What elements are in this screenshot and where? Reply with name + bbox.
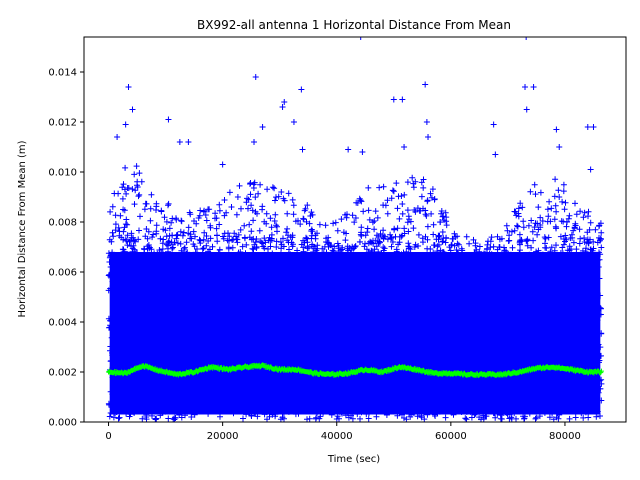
plot-area: [105, 37, 605, 422]
series-green-markers: [106, 362, 604, 378]
y-tick-label: 0.014: [48, 68, 77, 79]
outlier-point: [290, 119, 297, 125]
outlier-point: [425, 134, 432, 140]
x-tick-label: 60000: [435, 431, 467, 442]
outlier-point: [259, 124, 266, 130]
x-axis: 0 20000 40000 60000 80000: [105, 422, 581, 442]
outlier-point: [299, 146, 306, 153]
outlier-point: [401, 144, 408, 150]
y-tick-label: 0.012: [48, 118, 77, 129]
x-axis-label: Time (sec): [327, 454, 380, 465]
y-tick-label: 0.006: [48, 268, 77, 279]
outlier-point: [185, 139, 192, 145]
outlier-point: [298, 86, 305, 93]
x-tick-label: 0: [105, 431, 111, 442]
y-tick-label: 0.010: [48, 168, 77, 179]
outlier-point: [129, 106, 136, 113]
outlier-point: [114, 134, 121, 140]
outlier-point: [125, 84, 132, 90]
series-horizontal-distance: [105, 37, 605, 422]
y-axis-label: Horizontal Distance From Mean (m): [17, 140, 28, 317]
y-tick-label: 0.004: [48, 318, 77, 329]
outlier-point: [587, 166, 594, 173]
plot-frame: [83, 36, 627, 423]
outlier-point: [399, 96, 406, 103]
outlier-point: [359, 149, 366, 155]
y-axis: 0.000 0.002 0.004 0.006 0.008 0.010 0.012 0.014: [48, 68, 84, 429]
outlier-point: [523, 37, 530, 40]
dense-core: [109, 252, 601, 415]
outlier-point: [556, 144, 563, 150]
y-tick-label: 0.002: [48, 368, 77, 379]
outlier-point: [357, 37, 364, 40]
x-tick-label: 80000: [549, 431, 581, 442]
y-tick-label: 0.000: [48, 418, 77, 429]
y-tick-label: 0.008: [48, 218, 77, 229]
outlier-point: [490, 121, 497, 128]
outlier-point: [423, 119, 430, 125]
outlier-point: [523, 106, 530, 113]
outlier-point: [584, 124, 591, 130]
outlier-point: [492, 151, 499, 158]
outlier-point: [165, 116, 172, 123]
chart-title: BX992-all antenna 1 Horizontal Distance …: [197, 18, 511, 32]
outlier-point: [345, 146, 352, 153]
outlier-point: [390, 96, 397, 103]
outlier-point: [553, 126, 560, 133]
outlier-point: [176, 139, 183, 145]
x-tick-label: 20000: [207, 431, 239, 442]
series-mean-trend: [106, 362, 604, 378]
outlier-point: [279, 104, 286, 110]
outlier-point: [122, 121, 129, 128]
outlier-point: [251, 139, 258, 145]
outlier-point: [530, 84, 537, 90]
outlier-point: [252, 74, 259, 80]
outlier-point: [522, 84, 529, 90]
outlier-point: [590, 124, 597, 130]
x-tick-label: 40000: [321, 431, 353, 442]
outlier-point: [219, 161, 226, 168]
outlier-point: [281, 99, 288, 105]
outlier-point: [422, 81, 429, 88]
